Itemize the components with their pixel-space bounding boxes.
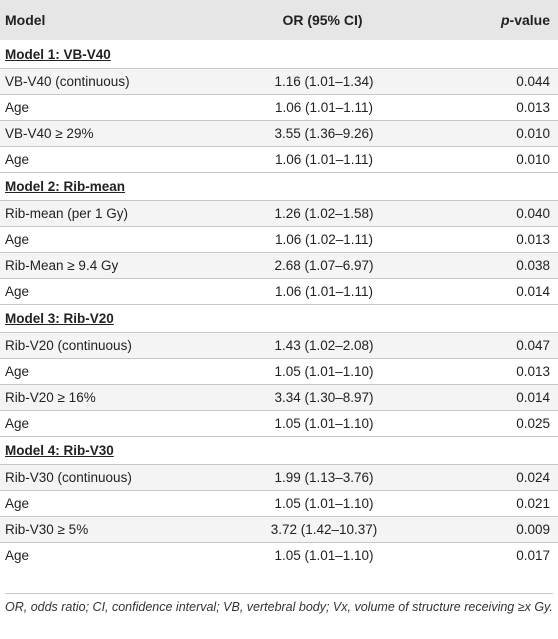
row-odds-ratio: 1.16 (1.01–1.34) bbox=[274, 74, 374, 89]
row-odds-ratio: 3.72 (1.42–10.37) bbox=[270, 522, 378, 537]
row-p-value: 0.014 bbox=[516, 284, 550, 299]
row-label: Age bbox=[5, 152, 30, 167]
row-label: VB-V40 ≥ 29% bbox=[5, 126, 94, 141]
table-row: Age 1.05 (1.01–1.10) 0.025 bbox=[0, 410, 558, 436]
row-label: Age bbox=[5, 416, 30, 431]
row-label: Age bbox=[5, 496, 30, 511]
row-label: Age bbox=[5, 364, 30, 379]
table-row: Rib-V30 ≥ 5% 3.72 (1.42–10.37) 0.009 bbox=[0, 516, 558, 542]
section-header: Model 4: Rib-V30 bbox=[0, 436, 558, 464]
table-row: Rib-mean (per 1 Gy) 1.26 (1.02–1.58) 0.040 bbox=[0, 200, 558, 226]
row-label: Age bbox=[5, 232, 30, 247]
table-row: Rib-Mean ≥ 9.4 Gy 2.68 (1.07–6.97) 0.038 bbox=[0, 252, 558, 278]
section-title: Model 1: VB-V40 bbox=[5, 46, 111, 62]
header-model: Model bbox=[5, 12, 46, 28]
row-p-value: 0.009 bbox=[516, 522, 550, 537]
row-odds-ratio: 3.34 (1.30–8.97) bbox=[274, 390, 374, 405]
row-odds-ratio: 1.26 (1.02–1.58) bbox=[274, 206, 374, 221]
row-p-value: 0.040 bbox=[516, 206, 550, 221]
row-p-value: 0.013 bbox=[516, 364, 550, 379]
header-p-value: p-value bbox=[450, 12, 558, 28]
row-p-value: 0.010 bbox=[516, 152, 550, 167]
table-row: VB-V40 ≥ 29% 3.55 (1.36–9.26) 0.010 bbox=[0, 120, 558, 146]
header-or: OR (95% CI) bbox=[282, 12, 363, 28]
section-title: Model 2: Rib-mean bbox=[5, 179, 126, 194]
table-row: Rib-V20 (continuous) 1.43 (1.02–2.08) 0.04… bbox=[0, 332, 558, 358]
table-header: Model OR (95% CI) p-value bbox=[0, 0, 558, 40]
row-label: Rib-Mean ≥ 9.4 Gy bbox=[5, 258, 119, 273]
section-header: Model 3: Rib-V20 bbox=[0, 304, 558, 332]
row-odds-ratio: 1.06 (1.02–1.11) bbox=[274, 232, 374, 247]
table-row: Rib-V20 ≥ 16% 3.34 (1.30–8.97) 0.014 bbox=[0, 384, 558, 410]
row-odds-ratio: 1.99 (1.13–3.76) bbox=[274, 470, 374, 485]
section-header: Model 2: Rib-mean bbox=[0, 172, 558, 200]
header-p-rest: -value bbox=[509, 12, 550, 28]
table-row: Age 1.05 (1.01–1.10) 0.013 bbox=[0, 358, 558, 384]
row-odds-ratio: 1.05 (1.01–1.10) bbox=[274, 364, 374, 379]
section-title: Model 3: Rib-V20 bbox=[5, 311, 114, 326]
row-odds-ratio: 3.55 (1.36–9.26) bbox=[274, 126, 374, 141]
row-odds-ratio: 1.06 (1.01–1.11) bbox=[274, 152, 374, 167]
row-odds-ratio: 1.05 (1.01–1.10) bbox=[274, 416, 374, 431]
section-title: Model 4: Rib-V30 bbox=[5, 443, 114, 458]
row-p-value: 0.044 bbox=[516, 74, 550, 89]
results-table: Model OR (95% CI) p-value Model 1: VB-V4… bbox=[0, 0, 558, 568]
table-body: Model 1: VB-V40 VB-V40 (continuous) 1.16 (… bbox=[0, 40, 558, 568]
table-row: Age 1.05 (1.01–1.10) 0.021 bbox=[0, 490, 558, 516]
row-odds-ratio: 2.68 (1.07–6.97) bbox=[274, 258, 374, 273]
row-p-value: 0.017 bbox=[516, 548, 550, 563]
section-header: Model 1: VB-V40 bbox=[0, 40, 558, 68]
row-label: Age bbox=[5, 284, 30, 299]
row-label: Age bbox=[5, 548, 30, 563]
row-label: Rib-V20 (continuous) bbox=[5, 338, 132, 353]
row-label: Rib-V20 ≥ 16% bbox=[5, 390, 96, 405]
row-p-value: 0.047 bbox=[516, 338, 550, 353]
table-row: Age 1.06 (1.01–1.11) 0.013 bbox=[0, 94, 558, 120]
row-p-value: 0.013 bbox=[516, 100, 550, 115]
row-p-value: 0.021 bbox=[516, 496, 550, 511]
row-p-value: 0.013 bbox=[516, 232, 550, 247]
table-row: Age 1.05 (1.01–1.10) 0.017 bbox=[0, 542, 558, 568]
row-label: Age bbox=[5, 100, 30, 115]
row-p-value: 0.038 bbox=[516, 258, 550, 273]
table-row: Age 1.06 (1.02–1.11) 0.013 bbox=[0, 226, 558, 252]
row-odds-ratio: 1.43 (1.02–2.08) bbox=[274, 338, 374, 353]
row-p-value: 0.025 bbox=[516, 416, 550, 431]
table-row: Age 1.06 (1.01–1.11) 0.014 bbox=[0, 278, 558, 304]
row-odds-ratio: 1.06 (1.01–1.11) bbox=[274, 100, 374, 115]
row-label: Rib-V30 ≥ 5% bbox=[5, 522, 89, 537]
row-label: Rib-mean (per 1 Gy) bbox=[5, 206, 129, 221]
row-p-value: 0.010 bbox=[516, 126, 550, 141]
row-label: VB-V40 (continuous) bbox=[5, 74, 130, 89]
table-footnote: OR, odds ratio; CI, confidence interval;… bbox=[5, 593, 553, 617]
row-odds-ratio: 1.05 (1.01–1.10) bbox=[274, 548, 374, 563]
row-label: Rib-V30 (continuous) bbox=[5, 470, 132, 485]
row-odds-ratio: 1.06 (1.01–1.11) bbox=[274, 284, 374, 299]
table-row: Age 1.06 (1.01–1.11) 0.010 bbox=[0, 146, 558, 172]
row-p-value: 0.024 bbox=[516, 470, 550, 485]
table-row: Rib-V30 (continuous) 1.99 (1.13–3.76) 0.02… bbox=[0, 464, 558, 490]
table-row: VB-V40 (continuous) 1.16 (1.01–1.34) 0.044 bbox=[0, 68, 558, 94]
header-p-italic: p bbox=[500, 12, 510, 28]
row-p-value: 0.014 bbox=[516, 390, 550, 405]
row-odds-ratio: 1.05 (1.01–1.10) bbox=[274, 496, 374, 511]
